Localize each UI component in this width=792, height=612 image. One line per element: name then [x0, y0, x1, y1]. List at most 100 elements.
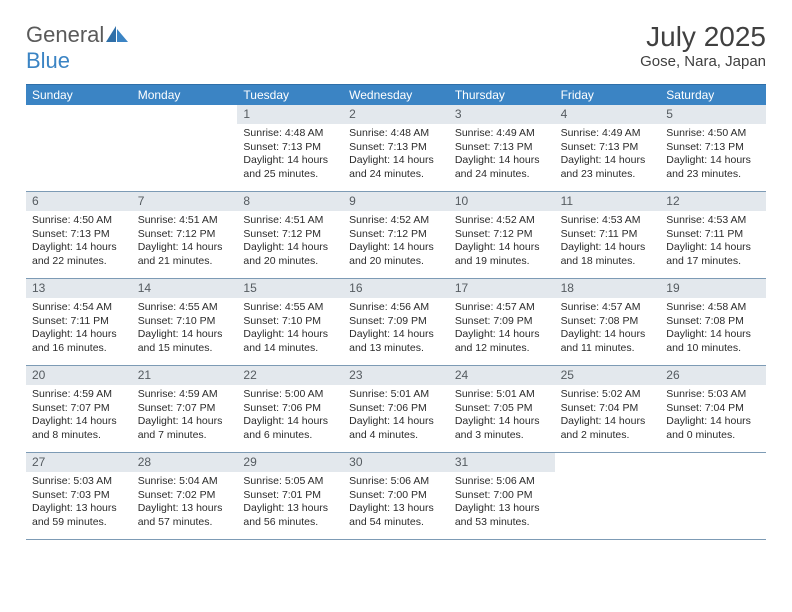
sunrise-text: Sunrise: 5:01 AM [349, 388, 443, 401]
daylight-text: Daylight: 14 hours and 23 minutes. [561, 154, 655, 181]
daylight-text: Daylight: 14 hours and 10 minutes. [666, 328, 760, 355]
day-header-saturday: Saturday [660, 85, 766, 105]
day-cell: 28Sunrise: 5:04 AMSunset: 7:02 PMDayligh… [132, 453, 238, 539]
empty-cell [555, 453, 661, 539]
day-cell: 2Sunrise: 4:48 AMSunset: 7:13 PMDaylight… [343, 105, 449, 191]
day-body: Sunrise: 5:03 AMSunset: 7:04 PMDaylight:… [660, 385, 766, 446]
day-header-monday: Monday [132, 85, 238, 105]
sunset-text: Sunset: 7:05 PM [455, 402, 549, 415]
sunset-text: Sunset: 7:10 PM [243, 315, 337, 328]
day-cell: 17Sunrise: 4:57 AMSunset: 7:09 PMDayligh… [449, 279, 555, 365]
sunset-text: Sunset: 7:08 PM [561, 315, 655, 328]
location-label: Gose, Nara, Japan [640, 53, 766, 70]
daylight-text: Daylight: 14 hours and 3 minutes. [455, 415, 549, 442]
day-number: 26 [660, 366, 766, 385]
daylight-text: Daylight: 14 hours and 20 minutes. [243, 241, 337, 268]
sunrise-text: Sunrise: 4:54 AM [32, 301, 126, 314]
sunset-text: Sunset: 7:12 PM [138, 228, 232, 241]
day-body: Sunrise: 4:53 AMSunset: 7:11 PMDaylight:… [555, 211, 661, 272]
day-number: 2 [343, 105, 449, 124]
sunrise-text: Sunrise: 4:52 AM [349, 214, 443, 227]
daylight-text: Daylight: 13 hours and 56 minutes. [243, 502, 337, 529]
page-title: July 2025 [640, 22, 766, 51]
day-cell: 24Sunrise: 5:01 AMSunset: 7:05 PMDayligh… [449, 366, 555, 452]
day-number: 29 [237, 453, 343, 472]
sunset-text: Sunset: 7:12 PM [243, 228, 337, 241]
daylight-text: Daylight: 14 hours and 7 minutes. [138, 415, 232, 442]
day-body: Sunrise: 5:01 AMSunset: 7:05 PMDaylight:… [449, 385, 555, 446]
day-body: Sunrise: 4:55 AMSunset: 7:10 PMDaylight:… [132, 298, 238, 359]
sunrise-text: Sunrise: 4:53 AM [666, 214, 760, 227]
sunrise-text: Sunrise: 4:49 AM [561, 127, 655, 140]
day-number: 6 [26, 192, 132, 211]
daylight-text: Daylight: 14 hours and 8 minutes. [32, 415, 126, 442]
day-number: 30 [343, 453, 449, 472]
daylight-text: Daylight: 14 hours and 14 minutes. [243, 328, 337, 355]
day-cell: 13Sunrise: 4:54 AMSunset: 7:11 PMDayligh… [26, 279, 132, 365]
daylight-text: Daylight: 14 hours and 23 minutes. [666, 154, 760, 181]
day-body: Sunrise: 5:06 AMSunset: 7:00 PMDaylight:… [343, 472, 449, 533]
day-number: 24 [449, 366, 555, 385]
header: GeneralBlue July 2025 Gose, Nara, Japan [26, 22, 766, 74]
day-number: 23 [343, 366, 449, 385]
day-number: 25 [555, 366, 661, 385]
sunrise-text: Sunrise: 4:50 AM [32, 214, 126, 227]
sunset-text: Sunset: 7:11 PM [32, 315, 126, 328]
sunset-text: Sunset: 7:09 PM [349, 315, 443, 328]
day-cell: 30Sunrise: 5:06 AMSunset: 7:00 PMDayligh… [343, 453, 449, 539]
daylight-text: Daylight: 13 hours and 54 minutes. [349, 502, 443, 529]
week-row: 13Sunrise: 4:54 AMSunset: 7:11 PMDayligh… [26, 279, 766, 366]
sunset-text: Sunset: 7:06 PM [243, 402, 337, 415]
sunrise-text: Sunrise: 5:05 AM [243, 475, 337, 488]
sunset-text: Sunset: 7:13 PM [455, 141, 549, 154]
day-body: Sunrise: 4:52 AMSunset: 7:12 PMDaylight:… [449, 211, 555, 272]
day-cell: 3Sunrise: 4:49 AMSunset: 7:13 PMDaylight… [449, 105, 555, 191]
day-cell: 18Sunrise: 4:57 AMSunset: 7:08 PMDayligh… [555, 279, 661, 365]
day-cell: 25Sunrise: 5:02 AMSunset: 7:04 PMDayligh… [555, 366, 661, 452]
empty-cell [26, 105, 132, 191]
day-number: 1 [237, 105, 343, 124]
sunset-text: Sunset: 7:10 PM [138, 315, 232, 328]
day-number: 21 [132, 366, 238, 385]
day-cell: 27Sunrise: 5:03 AMSunset: 7:03 PMDayligh… [26, 453, 132, 539]
day-body: Sunrise: 5:01 AMSunset: 7:06 PMDaylight:… [343, 385, 449, 446]
day-cell: 23Sunrise: 5:01 AMSunset: 7:06 PMDayligh… [343, 366, 449, 452]
sunset-text: Sunset: 7:13 PM [243, 141, 337, 154]
sunrise-text: Sunrise: 4:59 AM [138, 388, 232, 401]
week-row: 20Sunrise: 4:59 AMSunset: 7:07 PMDayligh… [26, 366, 766, 453]
daylight-text: Daylight: 14 hours and 20 minutes. [349, 241, 443, 268]
day-number: 20 [26, 366, 132, 385]
day-cell: 26Sunrise: 5:03 AMSunset: 7:04 PMDayligh… [660, 366, 766, 452]
sunrise-text: Sunrise: 5:00 AM [243, 388, 337, 401]
sunrise-text: Sunrise: 4:48 AM [349, 127, 443, 140]
sunrise-text: Sunrise: 4:56 AM [349, 301, 443, 314]
day-header-tuesday: Tuesday [237, 85, 343, 105]
sunset-text: Sunset: 7:08 PM [666, 315, 760, 328]
sunrise-text: Sunrise: 4:57 AM [455, 301, 549, 314]
day-body: Sunrise: 4:48 AMSunset: 7:13 PMDaylight:… [343, 124, 449, 185]
sunset-text: Sunset: 7:07 PM [138, 402, 232, 415]
sunset-text: Sunset: 7:02 PM [138, 489, 232, 502]
day-header-row: SundayMondayTuesdayWednesdayThursdayFrid… [26, 85, 766, 105]
daylight-text: Daylight: 14 hours and 6 minutes. [243, 415, 337, 442]
sunrise-text: Sunrise: 5:03 AM [666, 388, 760, 401]
day-number: 11 [555, 192, 661, 211]
day-body: Sunrise: 5:05 AMSunset: 7:01 PMDaylight:… [237, 472, 343, 533]
sunset-text: Sunset: 7:12 PM [349, 228, 443, 241]
daylight-text: Daylight: 14 hours and 11 minutes. [561, 328, 655, 355]
sunset-text: Sunset: 7:13 PM [349, 141, 443, 154]
day-cell: 20Sunrise: 4:59 AMSunset: 7:07 PMDayligh… [26, 366, 132, 452]
day-cell: 6Sunrise: 4:50 AMSunset: 7:13 PMDaylight… [26, 192, 132, 278]
week-row: 27Sunrise: 5:03 AMSunset: 7:03 PMDayligh… [26, 453, 766, 540]
day-number: 15 [237, 279, 343, 298]
daylight-text: Daylight: 14 hours and 2 minutes. [561, 415, 655, 442]
day-number: 3 [449, 105, 555, 124]
day-body: Sunrise: 5:00 AMSunset: 7:06 PMDaylight:… [237, 385, 343, 446]
logo-part1: General [26, 22, 104, 47]
logo-text: GeneralBlue [26, 22, 128, 74]
day-cell: 15Sunrise: 4:55 AMSunset: 7:10 PMDayligh… [237, 279, 343, 365]
day-cell: 9Sunrise: 4:52 AMSunset: 7:12 PMDaylight… [343, 192, 449, 278]
sunset-text: Sunset: 7:07 PM [32, 402, 126, 415]
day-body: Sunrise: 5:03 AMSunset: 7:03 PMDaylight:… [26, 472, 132, 533]
day-body: Sunrise: 4:51 AMSunset: 7:12 PMDaylight:… [237, 211, 343, 272]
